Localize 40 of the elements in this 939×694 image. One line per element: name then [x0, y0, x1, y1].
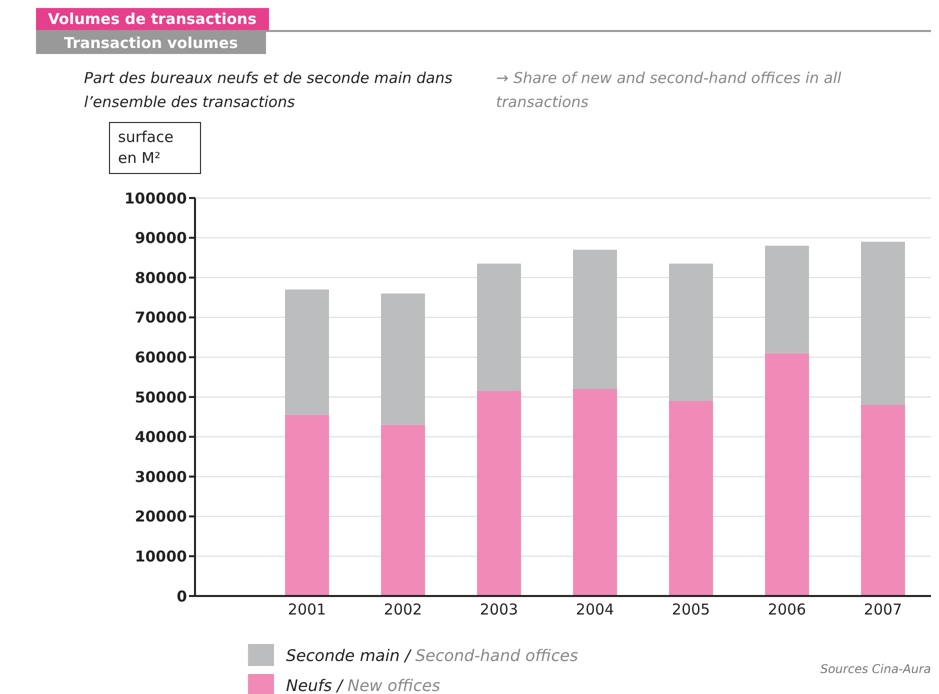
bar	[477, 264, 521, 392]
bar	[861, 242, 905, 405]
bar	[669, 400, 713, 596]
bar	[573, 389, 617, 596]
legend-label: Neufs / New offices	[286, 676, 440, 694]
y-tick-label: 90000	[134, 229, 187, 248]
bar	[669, 264, 713, 401]
bar	[381, 294, 425, 425]
y-tick-label: 0	[176, 587, 187, 606]
x-tick-label: 2006	[768, 600, 806, 619]
x-tick-label: 2003	[480, 600, 518, 619]
text: Part des bureaux neufs et de seconde main dans l’ensemble des transactions	[84, 68, 454, 113]
bar	[573, 250, 617, 390]
y-tick-label: 60000	[134, 348, 187, 367]
x-tick-label: 2002	[384, 600, 422, 619]
x-tick-label: 2001	[288, 600, 326, 619]
y-tick-label: 40000	[134, 428, 187, 446]
chart-title: Volumes de transactions	[36, 8, 269, 30]
y-tick-label: 80000	[134, 268, 187, 287]
x-tick-label: 2007	[864, 600, 902, 619]
y-tick-label: 10000	[134, 548, 187, 566]
bar	[765, 246, 809, 354]
y-tick-label: 100000	[124, 189, 187, 208]
bar	[765, 353, 809, 596]
source-note: Sources Cina-Aura	[820, 662, 931, 676]
y-tick-label: 70000	[134, 308, 187, 327]
y-axis-title: surface en M²	[109, 122, 201, 174]
y-tick-label: 50000	[134, 388, 187, 406]
bar	[381, 424, 425, 596]
x-tick-label: 2005	[672, 600, 710, 619]
text: → Share of new and second-hand offices in all transactions	[496, 68, 842, 113]
x-tick-label: 2004	[576, 600, 614, 619]
chart-subtitle: Transaction volumes	[36, 32, 266, 54]
bar	[861, 404, 905, 596]
bar	[477, 391, 521, 596]
bar	[285, 414, 329, 596]
y-tick-label: 20000	[134, 508, 187, 526]
legend-label: Seconde main / Second-hand offices	[286, 646, 578, 664]
y-tick-label: 30000	[134, 468, 187, 486]
bar	[285, 290, 329, 415]
